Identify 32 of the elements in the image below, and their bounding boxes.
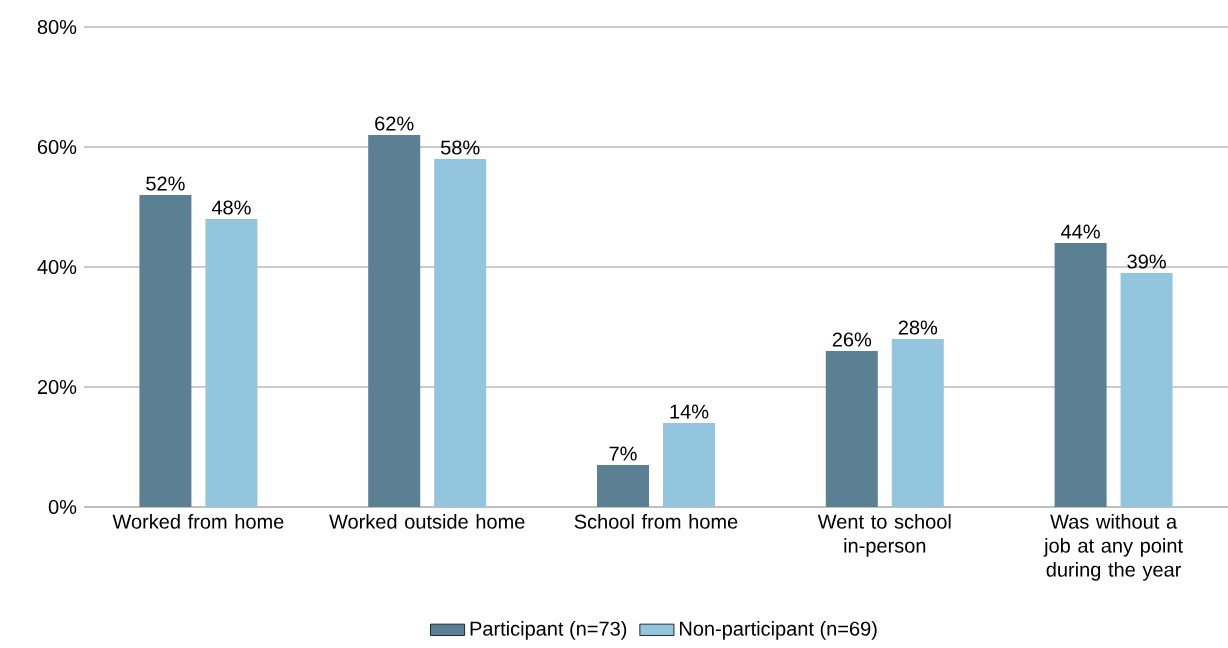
bar <box>891 339 944 507</box>
y-tick-label: 0% <box>48 499 77 515</box>
bar <box>1054 243 1107 507</box>
bar <box>205 219 258 507</box>
data-label: 28% <box>898 320 938 335</box>
data-label: 44% <box>1061 224 1100 239</box>
x-tick-label: Was without a job at any point during the year <box>1043 514 1183 581</box>
bar <box>434 159 487 507</box>
bar <box>368 135 421 507</box>
bar <box>597 464 649 507</box>
x-tick-label: School from home <box>574 514 738 529</box>
bar <box>663 422 715 507</box>
data-label: 26% <box>832 332 872 347</box>
x-tick-label: Worked from home <box>112 514 284 529</box>
data-label: 62% <box>375 116 414 131</box>
bar <box>139 195 192 507</box>
data-label: 14% <box>670 404 709 419</box>
y-tick-label: 60% <box>37 139 77 155</box>
legend-label: Non-participant (n=69) <box>680 621 877 640</box>
y-tick-label: 20% <box>37 379 77 395</box>
data-label: 39% <box>1127 254 1166 269</box>
bar <box>1120 273 1173 507</box>
data-label: 48% <box>211 200 251 215</box>
bar <box>825 351 878 507</box>
data-label: 52% <box>146 176 185 191</box>
y-tick-label: 80% <box>37 19 77 35</box>
y-tick-label: 40% <box>37 259 77 275</box>
x-tick-label: Worked outside home <box>329 514 525 529</box>
legend-label: Participant (n=73) <box>470 621 627 640</box>
data-label: 7% <box>609 446 637 461</box>
x-tick-label: Went to school in-person <box>817 514 951 557</box>
data-label: 58% <box>441 140 480 155</box>
